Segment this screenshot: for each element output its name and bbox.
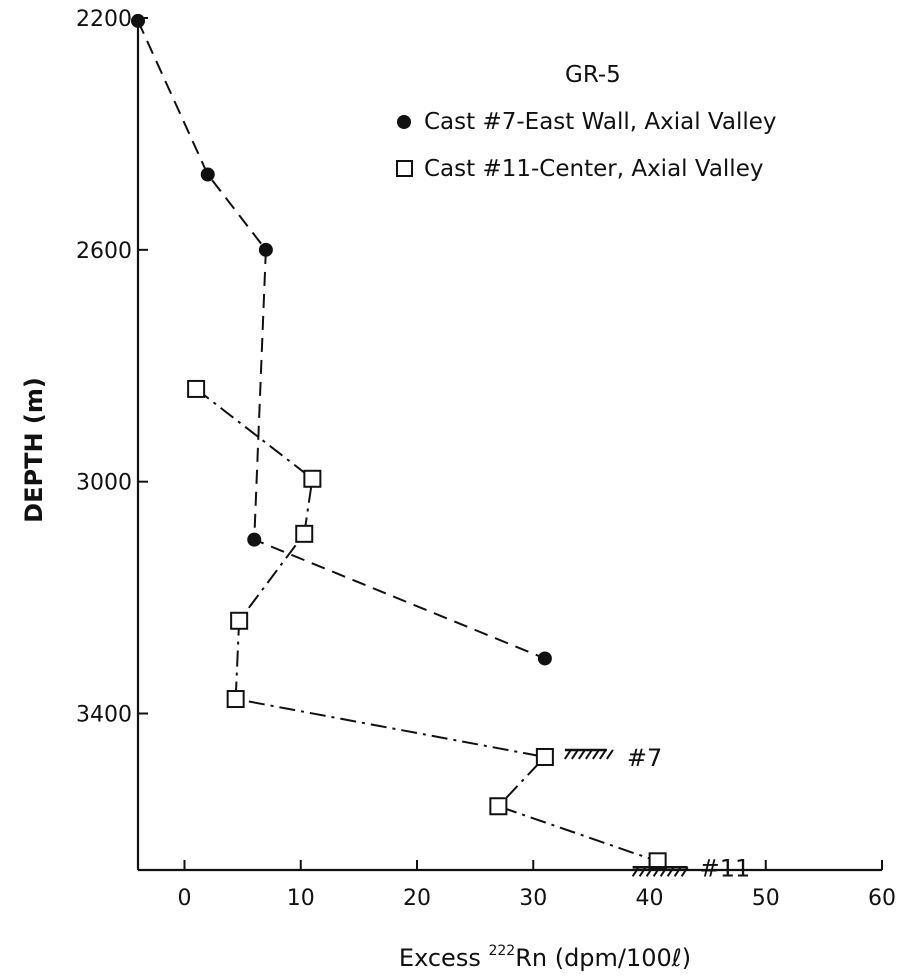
legend-marker-cast-7 xyxy=(397,115,411,129)
series-line-cast-11 xyxy=(195,388,658,863)
data-point-cast-11 xyxy=(230,611,249,630)
bottom-marker-cast-11 xyxy=(631,866,689,877)
markers xyxy=(131,13,667,871)
data-point-cast-11 xyxy=(489,797,508,816)
data-point-cast-7 xyxy=(131,13,145,28)
x-tick-label: 10 xyxy=(287,886,315,911)
axes: 2200 2600 3000 3400 0 10 20 30 40 50 60 xyxy=(76,7,896,911)
annotation-cast-7: #7 xyxy=(627,744,662,772)
data-point-cast-11 xyxy=(535,747,554,766)
legend-label-cast-7: Cast #7-East Wall, Axial Valley xyxy=(424,109,777,135)
data-point-cast-11 xyxy=(303,469,322,488)
data-point-cast-11 xyxy=(226,690,245,709)
annotation-cast-11: #11 xyxy=(700,854,751,882)
x-axis-label-isotope: 222 xyxy=(488,943,515,959)
legend-marker-cast-11 xyxy=(396,160,413,177)
x-tick-label: 60 xyxy=(868,886,896,911)
bottom-marker-cast-7 xyxy=(564,748,614,760)
legend-label-cast-11: Cast #11-Center, Axial Valley xyxy=(424,156,763,182)
series-lines xyxy=(137,20,658,863)
data-point-cast-11 xyxy=(187,379,206,398)
annotations: #7 #11 xyxy=(564,744,751,882)
x-axis-label-prefix: Excess xyxy=(399,944,489,972)
x-tick-label: 20 xyxy=(403,886,431,911)
data-point-cast-7 xyxy=(247,532,262,547)
y-tick-label: 2200 xyxy=(76,7,132,32)
x-axis-label: Excess 222Rn (dpm/100ℓ) xyxy=(399,943,691,972)
y-tick-label: 3000 xyxy=(76,471,132,496)
data-point-cast-7 xyxy=(200,167,215,182)
x-tick-label: 30 xyxy=(519,886,547,911)
x-tick-label: 40 xyxy=(636,886,664,911)
series-line-cast-7 xyxy=(137,20,546,660)
x-tick-label: 50 xyxy=(752,886,780,911)
y-tick-label: 2600 xyxy=(76,239,132,264)
chart-title: GR-5 xyxy=(565,62,621,88)
data-point-cast-7 xyxy=(258,242,273,257)
y-tick-label: 3400 xyxy=(76,703,132,728)
x-tick-label: 0 xyxy=(178,886,192,911)
legend: Cast #7-East Wall, Axial Valley Cast #11… xyxy=(396,109,777,182)
data-point-cast-7 xyxy=(537,651,552,666)
y-axis-label: DEPTH (m) xyxy=(20,377,48,523)
data-point-cast-11 xyxy=(295,524,314,543)
x-axis-label-suffix: Rn (dpm/100ℓ) xyxy=(515,944,691,972)
